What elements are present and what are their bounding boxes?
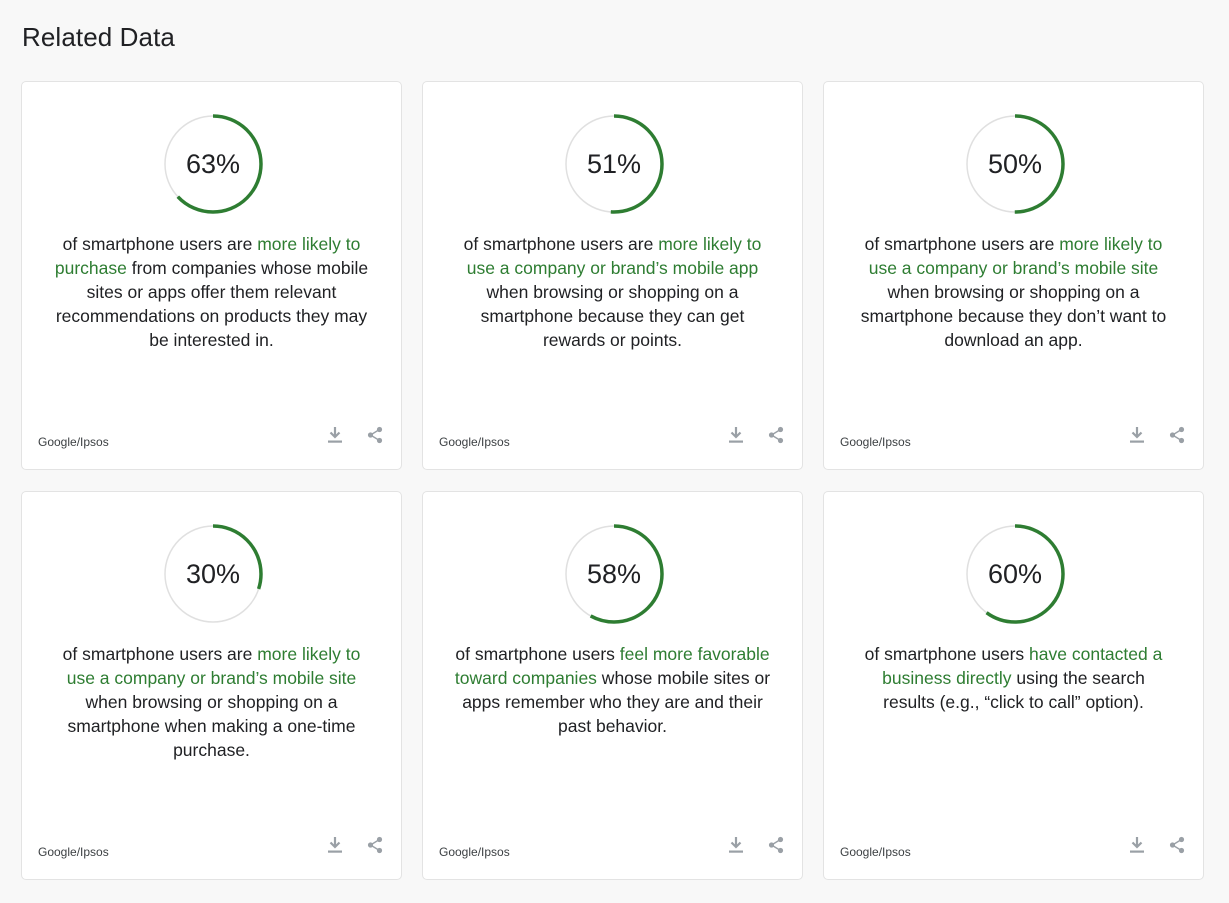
stat-description: of smartphone users have contacted a bus…: [854, 642, 1173, 714]
stat-text-lead: of smartphone users are: [62, 644, 258, 664]
card-actions: [325, 835, 385, 855]
percent-label: 63%: [185, 149, 241, 179]
download-icon[interactable]: [1127, 835, 1147, 855]
progress-ring: 50%: [965, 114, 1065, 214]
card-actions: [726, 835, 786, 855]
card-actions: [1127, 425, 1187, 445]
stat-description: of smartphone users are more likely to u…: [453, 232, 772, 352]
stat-description: of smartphone users feel more favorable …: [453, 642, 772, 738]
stat-text-lead: of smartphone users: [455, 644, 620, 664]
progress-ring: 63%: [163, 114, 263, 214]
source-label: Google/Ipsos: [38, 435, 109, 449]
source-label: Google/Ipsos: [439, 845, 510, 859]
stat-text-tail: when browsing or shopping on a smartphon…: [860, 282, 1167, 350]
progress-ring-svg: [163, 524, 263, 624]
stat-text-tail: whose mobile sites or apps remember who …: [462, 668, 771, 736]
stat-card: 63% of smartphone users are more likely …: [21, 81, 402, 470]
stat-card: 50% of smartphone users are more likely …: [823, 81, 1204, 470]
progress-ring-svg: [564, 524, 664, 624]
stat-text-lead: of smartphone users are: [463, 234, 659, 254]
source-label: Google/Ipsos: [840, 845, 911, 859]
card-actions: [726, 425, 786, 445]
share-icon[interactable]: [766, 835, 786, 855]
stat-card: 51% of smartphone users are more likely …: [422, 81, 803, 470]
progress-ring-svg: [965, 114, 1065, 214]
card-actions: [325, 425, 385, 445]
section-title: Related Data: [22, 22, 175, 52]
download-icon[interactable]: [325, 835, 345, 855]
progress-ring: 58%: [564, 524, 664, 624]
ring-arc: [564, 524, 664, 624]
download-icon[interactable]: [1127, 425, 1147, 445]
percent-label: 58%: [586, 559, 642, 589]
stat-highlight: more likely to use a company or brand’s …: [466, 234, 762, 278]
stat-text-tail: when browsing or shopping on a smartphon…: [480, 282, 745, 350]
stat-description: of smartphone users are more likely to p…: [52, 232, 371, 352]
source-label: Google/Ipsos: [840, 435, 911, 449]
share-icon[interactable]: [1167, 425, 1187, 445]
ring-arc: [163, 114, 263, 214]
ring-arc: [965, 114, 1065, 214]
progress-ring: 51%: [564, 114, 664, 214]
download-icon[interactable]: [325, 425, 345, 445]
percent-label: 50%: [987, 149, 1043, 179]
ring-arc: [163, 524, 263, 624]
card-actions: [1127, 835, 1187, 855]
percent-label: 60%: [987, 559, 1043, 589]
progress-ring-svg: [965, 524, 1065, 624]
ring-arc: [965, 524, 1065, 624]
stat-highlight: more likely to use a company or brand’s …: [868, 234, 1163, 278]
stat-highlight: have contacted a business directly: [882, 644, 1163, 688]
stat-description: of smartphone users are more likely to u…: [52, 642, 371, 762]
stat-text-tail: from companies whose mobile sites or app…: [55, 258, 369, 350]
progress-ring-svg: [163, 114, 263, 214]
stat-text-lead: of smartphone users: [864, 644, 1030, 664]
progress-ring-svg: [564, 114, 664, 214]
stat-text-tail: using the search results (e.g., “click t…: [883, 668, 1145, 712]
stat-card: 58% of smartphone users feel more favora…: [422, 491, 803, 880]
stat-text-tail: when browsing or shopping on a smartphon…: [67, 692, 356, 760]
progress-ring: 30%: [163, 524, 263, 624]
download-icon[interactable]: [726, 835, 746, 855]
stat-text-lead: of smartphone users are: [864, 234, 1060, 254]
stat-highlight: more likely to use a company or brand’s …: [66, 644, 361, 688]
share-icon[interactable]: [1167, 835, 1187, 855]
source-label: Google/Ipsos: [38, 845, 109, 859]
stat-highlight: feel more favorable toward companies: [454, 644, 770, 688]
share-icon[interactable]: [766, 425, 786, 445]
stat-card: 60% of smartphone users have contacted a…: [823, 491, 1204, 880]
download-icon[interactable]: [726, 425, 746, 445]
ring-arc: [564, 114, 664, 214]
stat-highlight: more likely to purchase: [54, 234, 361, 278]
stat-card: 30% of smartphone users are more likely …: [21, 491, 402, 880]
percent-label: 51%: [586, 149, 642, 179]
stat-text-lead: of smartphone users are: [62, 234, 258, 254]
stats-grid: 63% of smartphone users are more likely …: [21, 81, 1204, 880]
share-icon[interactable]: [365, 835, 385, 855]
share-icon[interactable]: [365, 425, 385, 445]
percent-label: 30%: [185, 559, 241, 589]
progress-ring: 60%: [965, 524, 1065, 624]
source-label: Google/Ipsos: [439, 435, 510, 449]
stat-description: of smartphone users are more likely to u…: [854, 232, 1173, 352]
